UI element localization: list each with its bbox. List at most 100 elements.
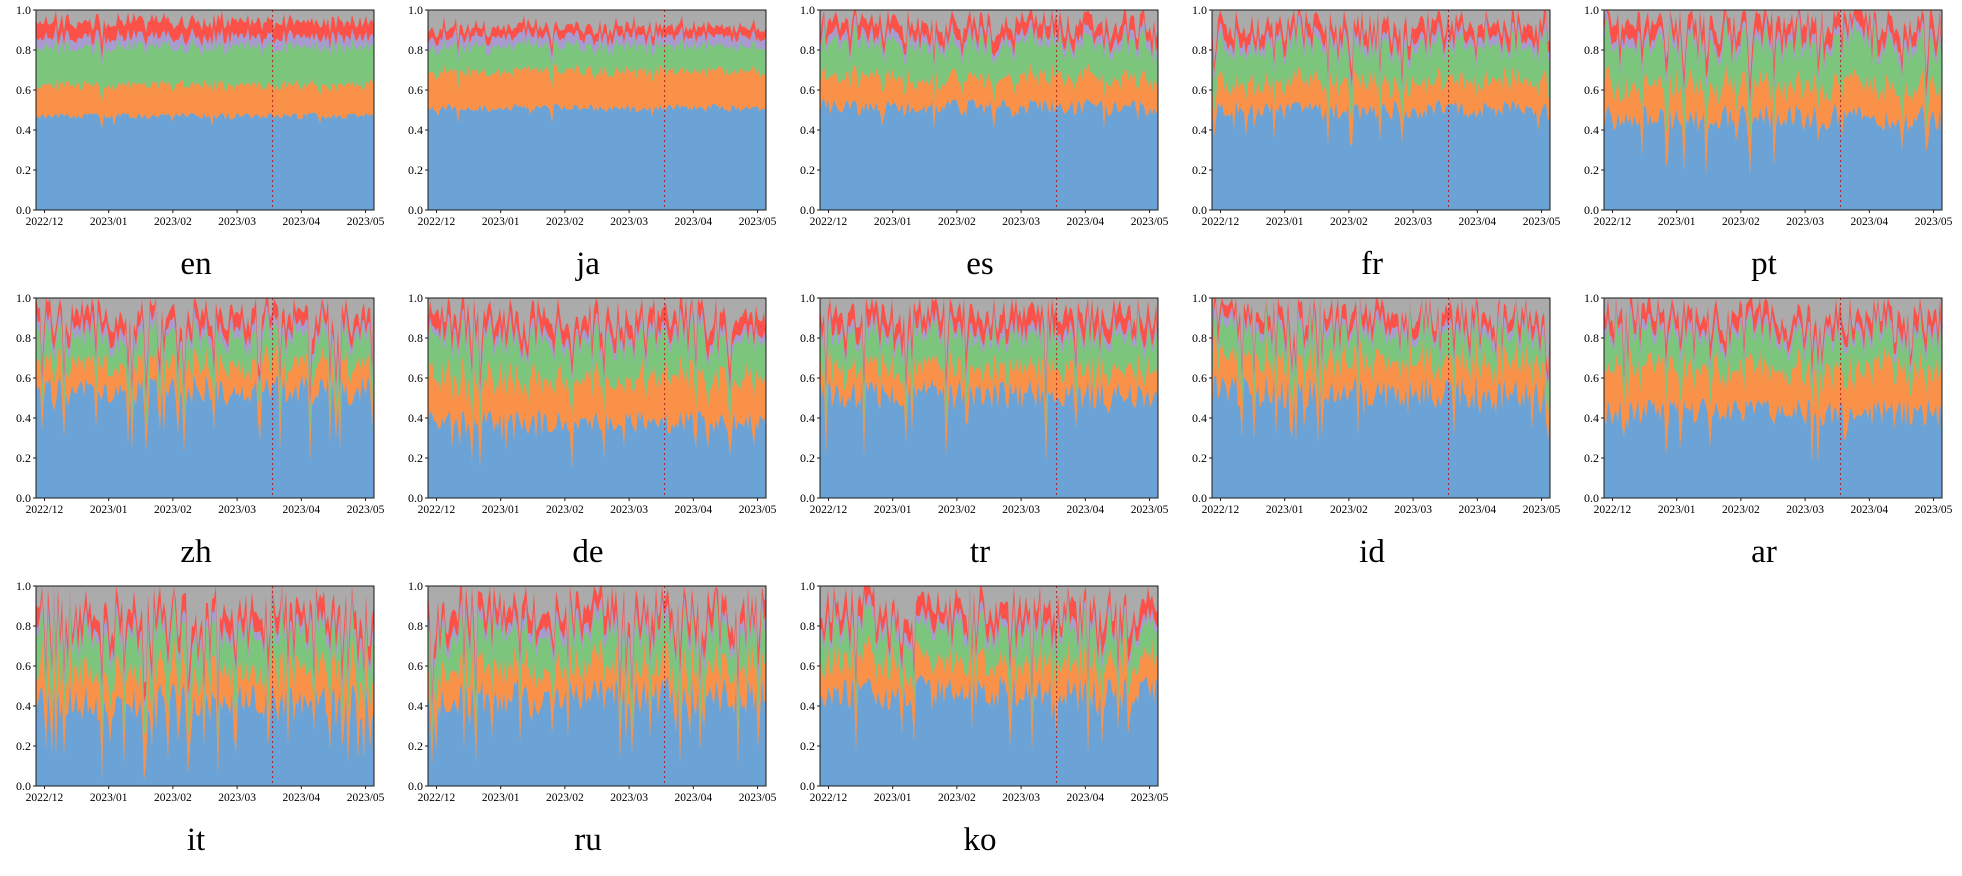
- x-tick-label: 2023/05: [347, 216, 385, 228]
- y-tick-label: 0.6: [800, 371, 815, 385]
- y-tick-label: 0.6: [408, 371, 423, 385]
- y-tick-label: 0.4: [408, 699, 423, 713]
- series-red-band: [36, 586, 374, 718]
- series-red-band: [1604, 298, 1942, 381]
- y-tick-label: 0.4: [800, 411, 815, 425]
- x-tick-label: 2023/02: [154, 792, 192, 804]
- x-tick-label: 2023/05: [1131, 504, 1169, 516]
- x-tick-label: 2023/01: [482, 216, 520, 228]
- axes-frame: [427, 297, 767, 499]
- series-orange-band: [1212, 65, 1550, 147]
- y-tick-label: 0.6: [16, 83, 31, 97]
- x-tick-label: 2023/01: [874, 792, 912, 804]
- y-tick-label: 0.0: [800, 203, 815, 217]
- chart-cell-tr: 0.0 0.2 0.4 0.6 0.8 1.0 2022/12 2023/01 2023/02 2…: [784, 291, 1176, 580]
- y-tick-label: 0.6: [1192, 83, 1207, 97]
- y-tick-label: 1.0: [408, 291, 423, 305]
- x-tick-label: 2023/04: [1066, 216, 1104, 228]
- chart-cell-ko: 0.0 0.2 0.4 0.6 0.8 1.0 2022/12 2023/01 2023/02 2…: [784, 579, 1176, 868]
- axes-frame: [1211, 9, 1551, 211]
- y-tick-label: 1.0: [800, 3, 815, 17]
- series-green-band: [428, 311, 766, 429]
- y-tick-label: 0.2: [16, 451, 31, 465]
- axes-frame: [35, 9, 375, 211]
- x-tick-label: 2023/04: [282, 216, 320, 228]
- x-tick-label: 2023/01: [482, 504, 520, 516]
- y-tick-label: 0.0: [16, 491, 31, 505]
- series-orange-band: [820, 344, 1158, 463]
- y-tick-label: 0.8: [800, 331, 815, 345]
- x-tick-label: 2023/04: [1066, 792, 1104, 804]
- series-green-band: [36, 594, 374, 749]
- stacked-area-plot-id: 0.0 0.2 0.4 0.6 0.8 1.0 2022/12 2023/01 2023/02 2…: [1192, 291, 1561, 516]
- y-tick-label: 1.0: [1584, 291, 1599, 305]
- y-tick-label: 0.0: [408, 491, 423, 505]
- x-tick-label: 2023/05: [1915, 216, 1953, 228]
- y-tick-label: 0.4: [800, 123, 815, 137]
- series-green-band: [1604, 310, 1942, 414]
- x-tick-label: 2023/03: [1002, 792, 1040, 804]
- y-tick-label: 0.0: [800, 491, 815, 505]
- x-tick-label: 2022/12: [1594, 216, 1632, 228]
- series-blue-band: [1604, 104, 1942, 210]
- chart-title-de: de: [572, 534, 604, 570]
- x-tick-label: 2023/05: [347, 504, 385, 516]
- chart-title-ar: ar: [1751, 534, 1777, 570]
- x-tick-label: 2022/12: [1594, 504, 1632, 516]
- series-blue-band: [36, 374, 374, 498]
- y-tick-label: 0.2: [408, 739, 423, 753]
- chart-cell-it: 0.0 0.2 0.4 0.6 0.8 1.0 2022/12 2023/01 2023/02 2…: [0, 579, 392, 868]
- y-tick-label: 0.8: [800, 43, 815, 57]
- chart-title-en: en: [180, 246, 212, 282]
- series-orange-band: [1212, 331, 1550, 443]
- series-blue-band: [428, 676, 766, 786]
- series-red-band: [820, 298, 1158, 404]
- x-tick-label: 2023/05: [1915, 504, 1953, 516]
- x-tick-label: 2023/04: [1066, 504, 1104, 516]
- x-tick-label: 2023/04: [674, 216, 712, 228]
- chart-cell-ar: 0.0 0.2 0.4 0.6 0.8 1.0 2022/12 2023/01 2023/02 2…: [1568, 291, 1960, 580]
- y-tick-label: 0.2: [1584, 451, 1599, 465]
- chart-title-ko: ko: [963, 822, 997, 858]
- x-tick-label: 2023/01: [1266, 216, 1304, 228]
- y-tick-label: 0.0: [16, 779, 31, 793]
- series-blue-band: [1604, 398, 1942, 498]
- axes-frame: [1211, 297, 1551, 499]
- chart-title-fr: fr: [1361, 246, 1383, 282]
- x-tick-label: 2023/02: [546, 504, 584, 516]
- chart-cell-zh: 0.0 0.2 0.4 0.6 0.8 1.0 2022/12 2023/01 2023/02 2…: [0, 291, 392, 580]
- series-orange-band: [428, 62, 766, 124]
- series-green-band: [820, 311, 1158, 438]
- stacked-area-plot-ja: 0.0 0.2 0.4 0.6 0.8 1.0 2022/12 2023/01 2023/02 2…: [408, 3, 777, 228]
- y-tick-label: 0.8: [800, 619, 815, 633]
- series-blue-band: [36, 112, 374, 210]
- chart-cell-es: 0.0 0.2 0.4 0.6 0.8 1.0 2022/12 2023/01 2023/02 2…: [784, 3, 1176, 292]
- series-orange-band: [36, 344, 374, 462]
- series-blue-band: [820, 674, 1158, 786]
- series-purple-band: [428, 301, 766, 398]
- x-tick-label: 2023/05: [347, 792, 385, 804]
- x-tick-label: 2023/03: [1786, 216, 1824, 228]
- x-tick-label: 2023/05: [1523, 216, 1561, 228]
- chart-title-ru: ru: [574, 822, 602, 858]
- y-tick-label: 0.8: [408, 43, 423, 57]
- x-tick-label: 2023/01: [90, 504, 128, 516]
- x-tick-label: 2022/12: [26, 216, 64, 228]
- chart-title-zh: zh: [180, 534, 212, 570]
- series-purple-band: [1604, 10, 1942, 110]
- series-red-band: [1212, 10, 1550, 87]
- y-tick-label: 0.4: [408, 411, 423, 425]
- x-tick-label: 2023/02: [154, 216, 192, 228]
- y-tick-label: 0.4: [1192, 411, 1207, 425]
- stacked-area-plot-ar: 0.0 0.2 0.4 0.6 0.8 1.0 2022/12 2023/01 2023/02 2…: [1584, 291, 1953, 516]
- x-tick-label: 2023/03: [1786, 504, 1824, 516]
- series-green-band: [36, 34, 374, 103]
- series-purple-band: [1604, 302, 1942, 387]
- y-tick-label: 1.0: [16, 291, 31, 305]
- y-tick-label: 1.0: [1192, 3, 1207, 17]
- y-tick-label: 0.4: [16, 411, 31, 425]
- x-tick-label: 2023/02: [1330, 216, 1368, 228]
- x-tick-label: 2023/04: [1850, 504, 1888, 516]
- stacked-area-plot-de: 0.0 0.2 0.4 0.6 0.8 1.0 2022/12 2023/01 2023/02 2…: [408, 291, 777, 516]
- series-green-band: [36, 312, 374, 437]
